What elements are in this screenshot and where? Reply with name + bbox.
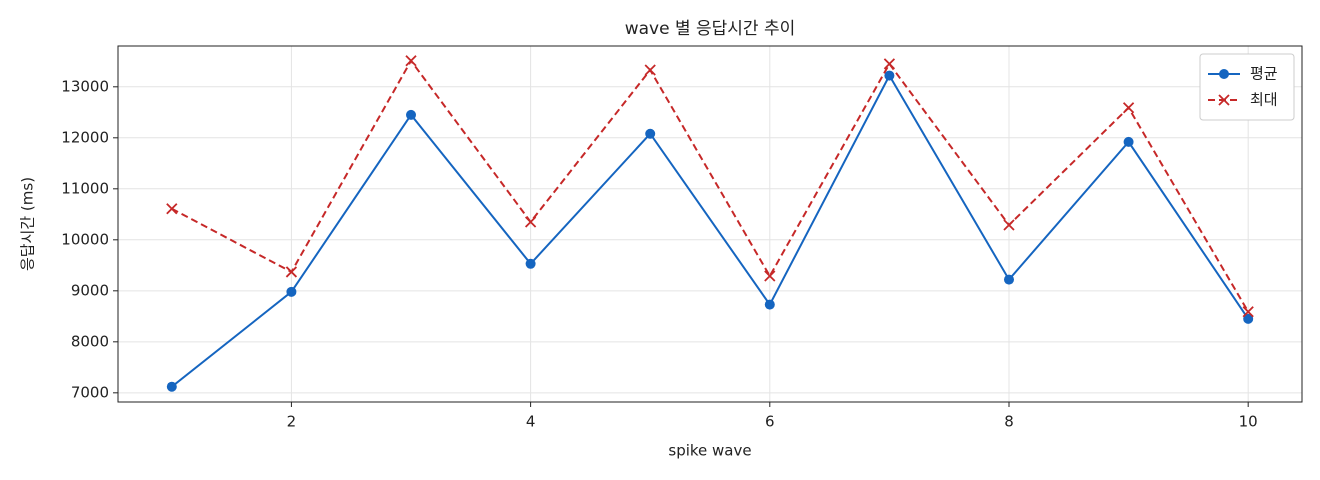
- marker: [525, 258, 536, 269]
- y-tick-label: 8000: [71, 332, 109, 350]
- chart-title: wave 별 응답시간 추이: [625, 19, 796, 39]
- marker: [1003, 274, 1014, 285]
- y-tick-label: 10000: [61, 230, 109, 248]
- marker: [166, 381, 177, 392]
- marker: [884, 70, 895, 81]
- marker: [285, 266, 298, 278]
- marker: [644, 64, 656, 76]
- legend-label: 최대: [1250, 91, 1278, 109]
- y-axis-label: 응답시간 (ms): [19, 177, 37, 271]
- y-tick-label: 9000: [71, 281, 109, 299]
- legend-marker: [1219, 69, 1229, 79]
- legend-box: [1199, 53, 1295, 121]
- y-tick-label: 13000: [61, 77, 109, 95]
- x-tick-label: 6: [765, 413, 775, 431]
- series-line: [171, 73, 1250, 388]
- marker: [1003, 219, 1015, 231]
- marker: [406, 109, 417, 120]
- marker: [1242, 306, 1254, 318]
- marker: [1123, 136, 1134, 147]
- marker: [764, 270, 776, 282]
- y-tick-label: 12000: [61, 128, 109, 146]
- y-tick-label: 7000: [71, 383, 109, 401]
- legend-label: 평균: [1250, 65, 1278, 83]
- marker: [883, 58, 896, 70]
- marker: [1243, 313, 1254, 324]
- x-tick-label: 4: [526, 413, 536, 431]
- marker: [524, 216, 537, 228]
- marker: [286, 286, 297, 297]
- x-tick-label: 8: [1004, 413, 1014, 431]
- marker: [764, 299, 775, 310]
- legend-marker: [1218, 94, 1230, 106]
- x-tick-label: 2: [287, 413, 297, 431]
- y-tick-label: 11000: [61, 179, 109, 197]
- marker: [1122, 102, 1135, 114]
- plot-frame: [117, 45, 1303, 403]
- x-tick-label: 10: [1239, 413, 1258, 431]
- marker: [166, 203, 178, 215]
- series-line: [171, 58, 1250, 313]
- marker: [645, 128, 656, 139]
- marker: [405, 55, 417, 67]
- x-axis-label: spike wave: [668, 442, 751, 460]
